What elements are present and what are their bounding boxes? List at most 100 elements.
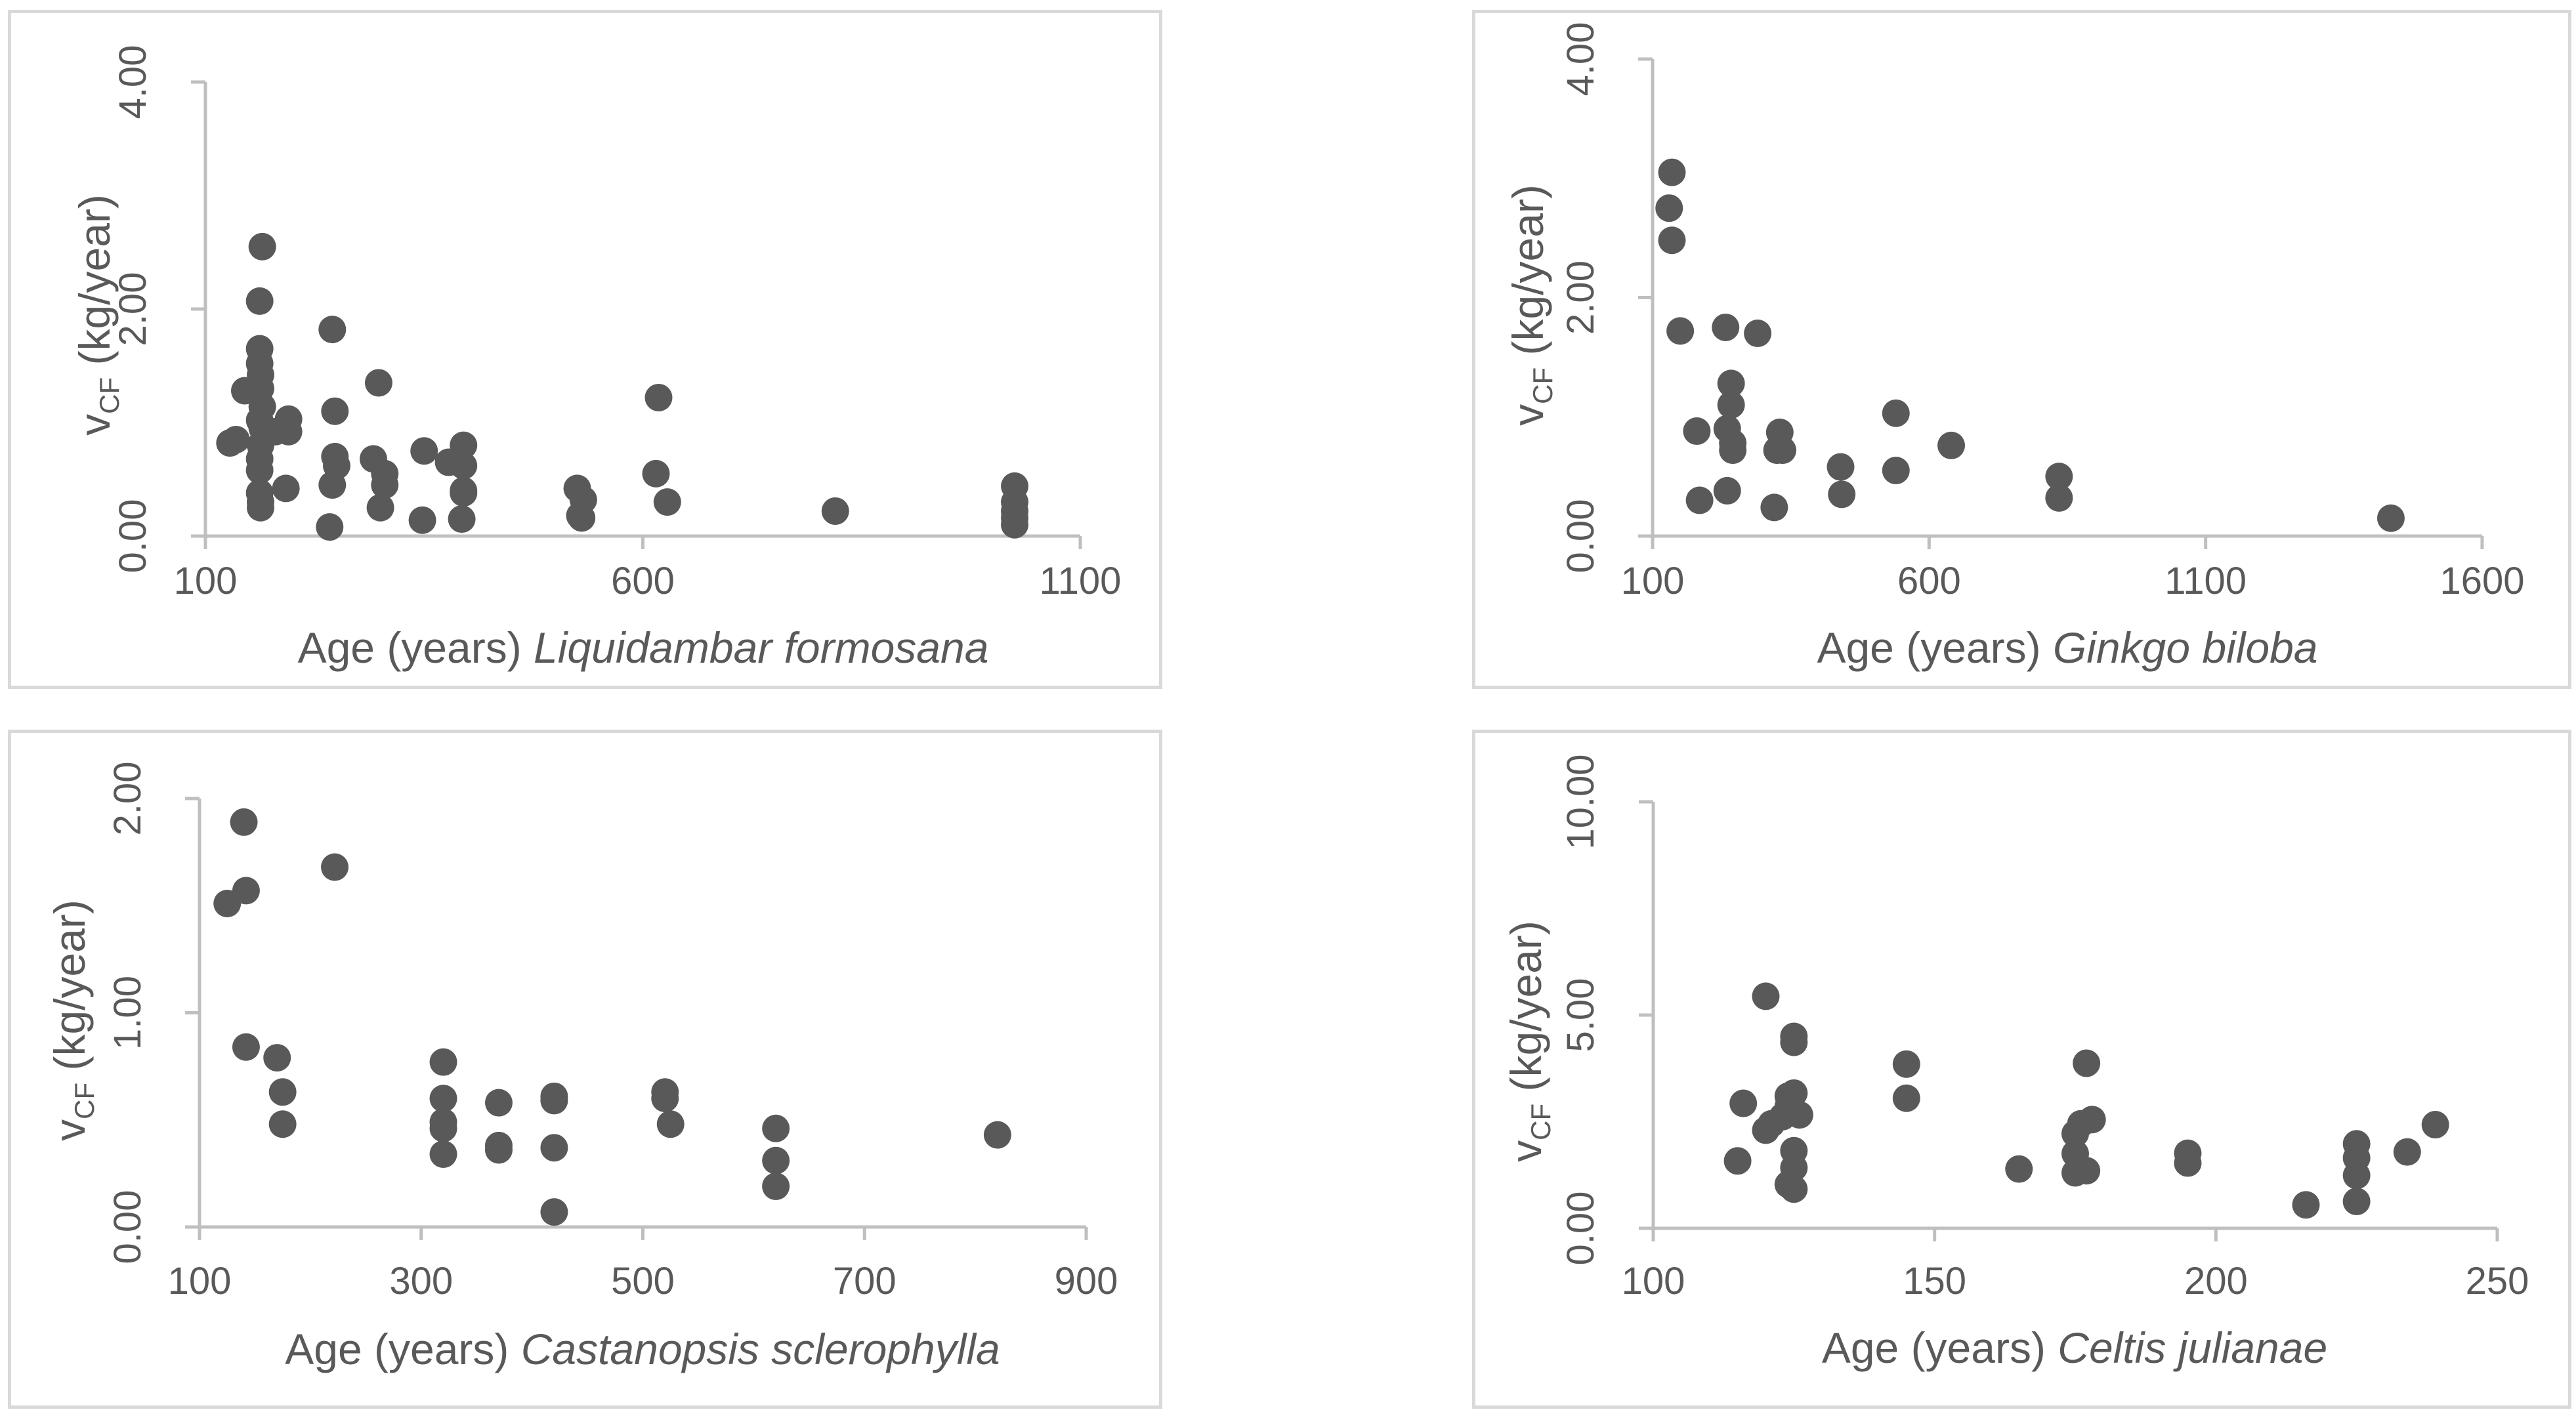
ylabel-unit: (kg/year) [1502, 921, 1550, 1104]
data-point [2342, 1161, 2371, 1190]
x-tick-label: 500 [611, 1260, 675, 1302]
data-point [762, 1114, 790, 1142]
x-tick-label: 900 [1055, 1260, 1118, 1302]
y-tick-labels: 0.00 5.00 10.00 [1559, 754, 1602, 1265]
scatter-chart-liquidambar: 0.00 2.00 4.00 100 600 1100 vCF (kg/year) Ag… [70, 45, 1122, 672]
xlabel-prefix: Age (years) [1817, 623, 2052, 672]
data-point [1717, 369, 1745, 398]
x-axis-title: Age (years) Ginkgo biloba [1817, 623, 2317, 672]
data-point [318, 316, 347, 344]
data-point [1882, 457, 1910, 485]
data-point [1752, 982, 1780, 1010]
axis-ticks [185, 797, 1088, 1240]
data-point [429, 1114, 457, 1142]
data-point [371, 471, 399, 499]
y-tick-labels: 0.00 2.00 4.00 [112, 45, 154, 573]
data-points [213, 808, 1011, 1226]
data-point [1828, 480, 1856, 509]
data-point [1713, 476, 1741, 505]
xlabel-prefix: Age (years) [285, 1325, 520, 1373]
data-point [230, 808, 258, 836]
y-tick-label: 2.00 [106, 762, 149, 836]
chart-panel-liquidambar: 0.00 2.00 4.00 100 600 1100 vCF (kg/year) Ag… [8, 10, 1162, 689]
ylabel-sub: CF [94, 377, 125, 414]
data-point [644, 383, 673, 411]
y-tick-label: 10.00 [1559, 754, 1602, 849]
x-tick-label: 1100 [1040, 560, 1122, 602]
scatter-chart-celtis: 0.00 5.00 10.00 100 150 200 250 vCF (kg/year)… [1502, 754, 2529, 1372]
y-tick-label: 0.00 [1559, 1192, 1602, 1266]
data-point [2045, 463, 2073, 491]
x-tick-label: 700 [833, 1260, 897, 1302]
data-point [232, 877, 260, 905]
chart-panel-castanopsis: 0.00 1.00 2.00 100 300 500 700 900 vCF (kg/yea… [8, 730, 1162, 1409]
data-point [1780, 1079, 1808, 1107]
y-tick-label: 2.00 [112, 272, 154, 346]
data-point [1780, 1175, 1808, 1203]
data-point [1760, 493, 1788, 522]
ylabel-base: v [70, 414, 119, 436]
x-tick-label: 100 [168, 1260, 232, 1302]
data-point [245, 287, 274, 315]
data-point [2421, 1111, 2449, 1139]
data-point [450, 431, 478, 459]
data-point [2073, 1157, 2101, 1185]
data-points [1723, 982, 2449, 1219]
data-point [1937, 431, 1966, 459]
data-point [1658, 158, 1686, 186]
y-tick-labels: 0.00 2.00 4.00 [1559, 22, 1602, 573]
axis-ticks [1639, 800, 2499, 1241]
x-axis-title: Age (years) Liquidambar formosana [298, 623, 989, 672]
xlabel-species: Liquidambar formosana [534, 623, 988, 672]
x-tick-label: 100 [1622, 1260, 1685, 1302]
data-point [1683, 417, 1711, 446]
x-tick-label: 100 [1621, 560, 1685, 602]
x-axis-title: Age (years) Celtis julianae [1822, 1323, 2327, 1372]
data-point [983, 1121, 1011, 1149]
y-axis-title: vCF (kg/year) [1504, 184, 1558, 426]
y-axis-title: vCF (kg/year) [1502, 921, 1556, 1162]
ylabel-unit: (kg/year) [70, 194, 119, 377]
y-axis-title: vCF (kg/year) [70, 194, 125, 436]
data-point [429, 1048, 457, 1076]
y-tick-label: 2.00 [1559, 260, 1602, 335]
data-point [540, 1134, 568, 1162]
data-point [1729, 1089, 1758, 1117]
data-point [1826, 453, 1855, 481]
data-point [762, 1172, 790, 1200]
data-point [429, 1140, 457, 1168]
xlabel-species: Celtis julianae [2058, 1323, 2327, 1372]
x-tick-label: 100 [174, 560, 238, 602]
data-point [2292, 1191, 2320, 1219]
x-tick-label: 250 [2466, 1260, 2529, 1302]
data-point [1892, 1084, 1920, 1112]
data-point [651, 1085, 679, 1113]
data-point [1780, 1028, 1808, 1056]
data-points [216, 232, 1029, 541]
xlabel-species: Ginkgo biloba [2053, 623, 2318, 672]
y-tick-label: 0.00 [112, 499, 154, 573]
data-point [274, 417, 303, 446]
chart-panel-celtis: 0.00 5.00 10.00 100 150 200 250 vCF (kg/year)… [1472, 730, 2571, 1409]
data-point [316, 513, 344, 541]
data-point [366, 493, 394, 522]
ylabel-sub: CF [1525, 1104, 1556, 1140]
data-points [1655, 158, 2405, 532]
data-point [2078, 1106, 2106, 1134]
ylabel-base: v [1504, 404, 1552, 426]
y-tick-label: 4.00 [112, 45, 154, 119]
x-tick-label: 1100 [2164, 560, 2247, 602]
data-point [2376, 504, 2405, 532]
data-point [568, 504, 596, 532]
data-point [248, 232, 276, 260]
x-tick-label: 300 [389, 1260, 453, 1302]
data-point [1744, 320, 1772, 348]
data-point [656, 1110, 685, 1138]
axis-ticks [1638, 57, 2484, 549]
data-point [1723, 1147, 1752, 1175]
y-tick-label: 5.00 [1559, 978, 1602, 1052]
xlabel-prefix: Age (years) [298, 623, 534, 672]
data-point [232, 1033, 260, 1061]
data-point [1892, 1050, 1920, 1078]
data-point [222, 425, 250, 453]
